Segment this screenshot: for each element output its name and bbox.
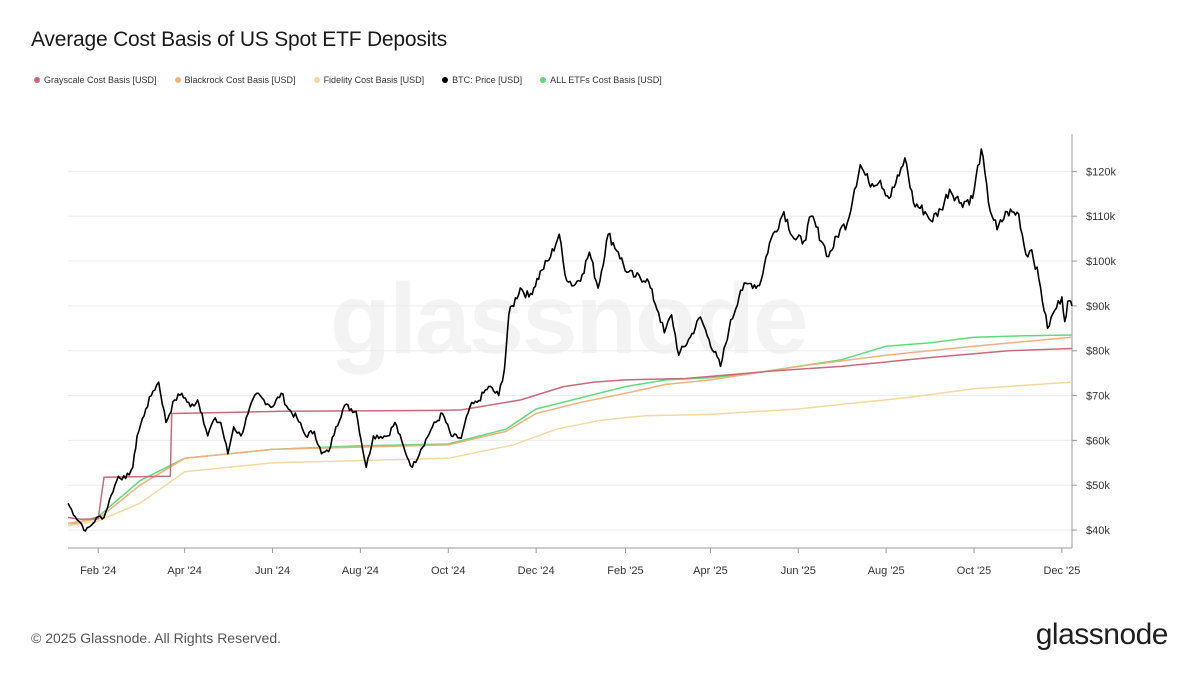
legend-dot-btc-price (442, 77, 449, 83)
copyright-footer: © 2025 Glassnode. All Rights Reserved. (31, 630, 282, 646)
x-tick-label: Dec '25 (1043, 565, 1080, 577)
y-tick-label: $90k (1086, 301, 1110, 313)
y-tick-label: $110k (1086, 211, 1116, 223)
x-tick-label: Jun '25 (781, 565, 816, 577)
y-tick-label: $50k (1086, 480, 1110, 492)
x-axis-ticks: Feb '24 Apr '24 Jun '24 Aug '24 Oct '24 Dec '… (80, 548, 1080, 577)
y-axis-ticks: $40k $50k $60k $70k $80k $90k $100k $110k $120k (1072, 166, 1116, 537)
x-tick-label: Oct '24 (431, 565, 466, 577)
y-tick-label: $60k (1086, 435, 1110, 447)
x-tick-label: Feb '25 (607, 565, 643, 577)
legend-label-all-etfs: ALL ETFs Cost Basis [USD] (550, 75, 662, 85)
legend-item-btc-price[interactable]: BTC: Price [USD] (442, 75, 522, 85)
y-tick-label: $80k (1086, 346, 1110, 358)
legend-item-fidelity[interactable]: Fidelity Cost Basis [USD] (313, 75, 425, 85)
x-tick-label: Aug '25 (868, 565, 905, 577)
x-tick-label: Apr '25 (693, 565, 728, 577)
legend-dot-all-etfs (540, 77, 547, 83)
legend-dot-grayscale (34, 77, 40, 83)
chart-title: Average Cost Basis of US Spot ETF Deposi… (31, 28, 448, 51)
legend-item-all-etfs[interactable]: ALL ETFs Cost Basis [USD] (540, 75, 662, 85)
btc-price-line (67, 148, 1073, 532)
fidelity-cost-basis-line (67, 381, 1073, 527)
legend-label-btc-price: BTC: Price [USD] (452, 75, 523, 85)
glassnode-logo[interactable]: glassnode (1035, 618, 1169, 651)
x-tick-label: Apr '24 (167, 565, 202, 577)
legend-item-blackrock[interactable]: Blackrock Cost Basis [USD] (174, 75, 296, 85)
legend-dot-blackrock (174, 77, 181, 83)
legend-label-blackrock: Blackrock Cost Basis [USD] (184, 75, 296, 85)
grayscale-cost-basis-line (67, 347, 1073, 521)
all-etfs-cost-basis-line (67, 334, 1073, 527)
y-tick-label: $40k (1086, 525, 1110, 537)
legend: Grayscale Cost Basis [USD] Blackrock Cos… (34, 75, 662, 85)
x-tick-label: Oct '25 (957, 565, 992, 577)
legend-label-grayscale: Grayscale Cost Basis [USD] (44, 75, 157, 85)
x-tick-label: Aug '24 (342, 565, 379, 577)
x-tick-label: Dec '24 (518, 565, 555, 577)
x-tick-label: Jun '24 (255, 565, 290, 577)
x-tick-label: Feb '24 (80, 565, 116, 577)
blackrock-cost-basis-line (67, 336, 1073, 525)
y-tick-label: $100k (1086, 256, 1116, 268)
legend-dot-fidelity (313, 77, 320, 83)
grid-lines (68, 170, 1072, 531)
y-tick-label: $70k (1086, 391, 1110, 403)
legend-item-grayscale[interactable]: Grayscale Cost Basis [USD] (34, 75, 157, 85)
y-tick-label: $120k (1086, 166, 1116, 178)
series-lines (67, 148, 1073, 532)
legend-label-fidelity: Fidelity Cost Basis [USD] (323, 75, 425, 85)
